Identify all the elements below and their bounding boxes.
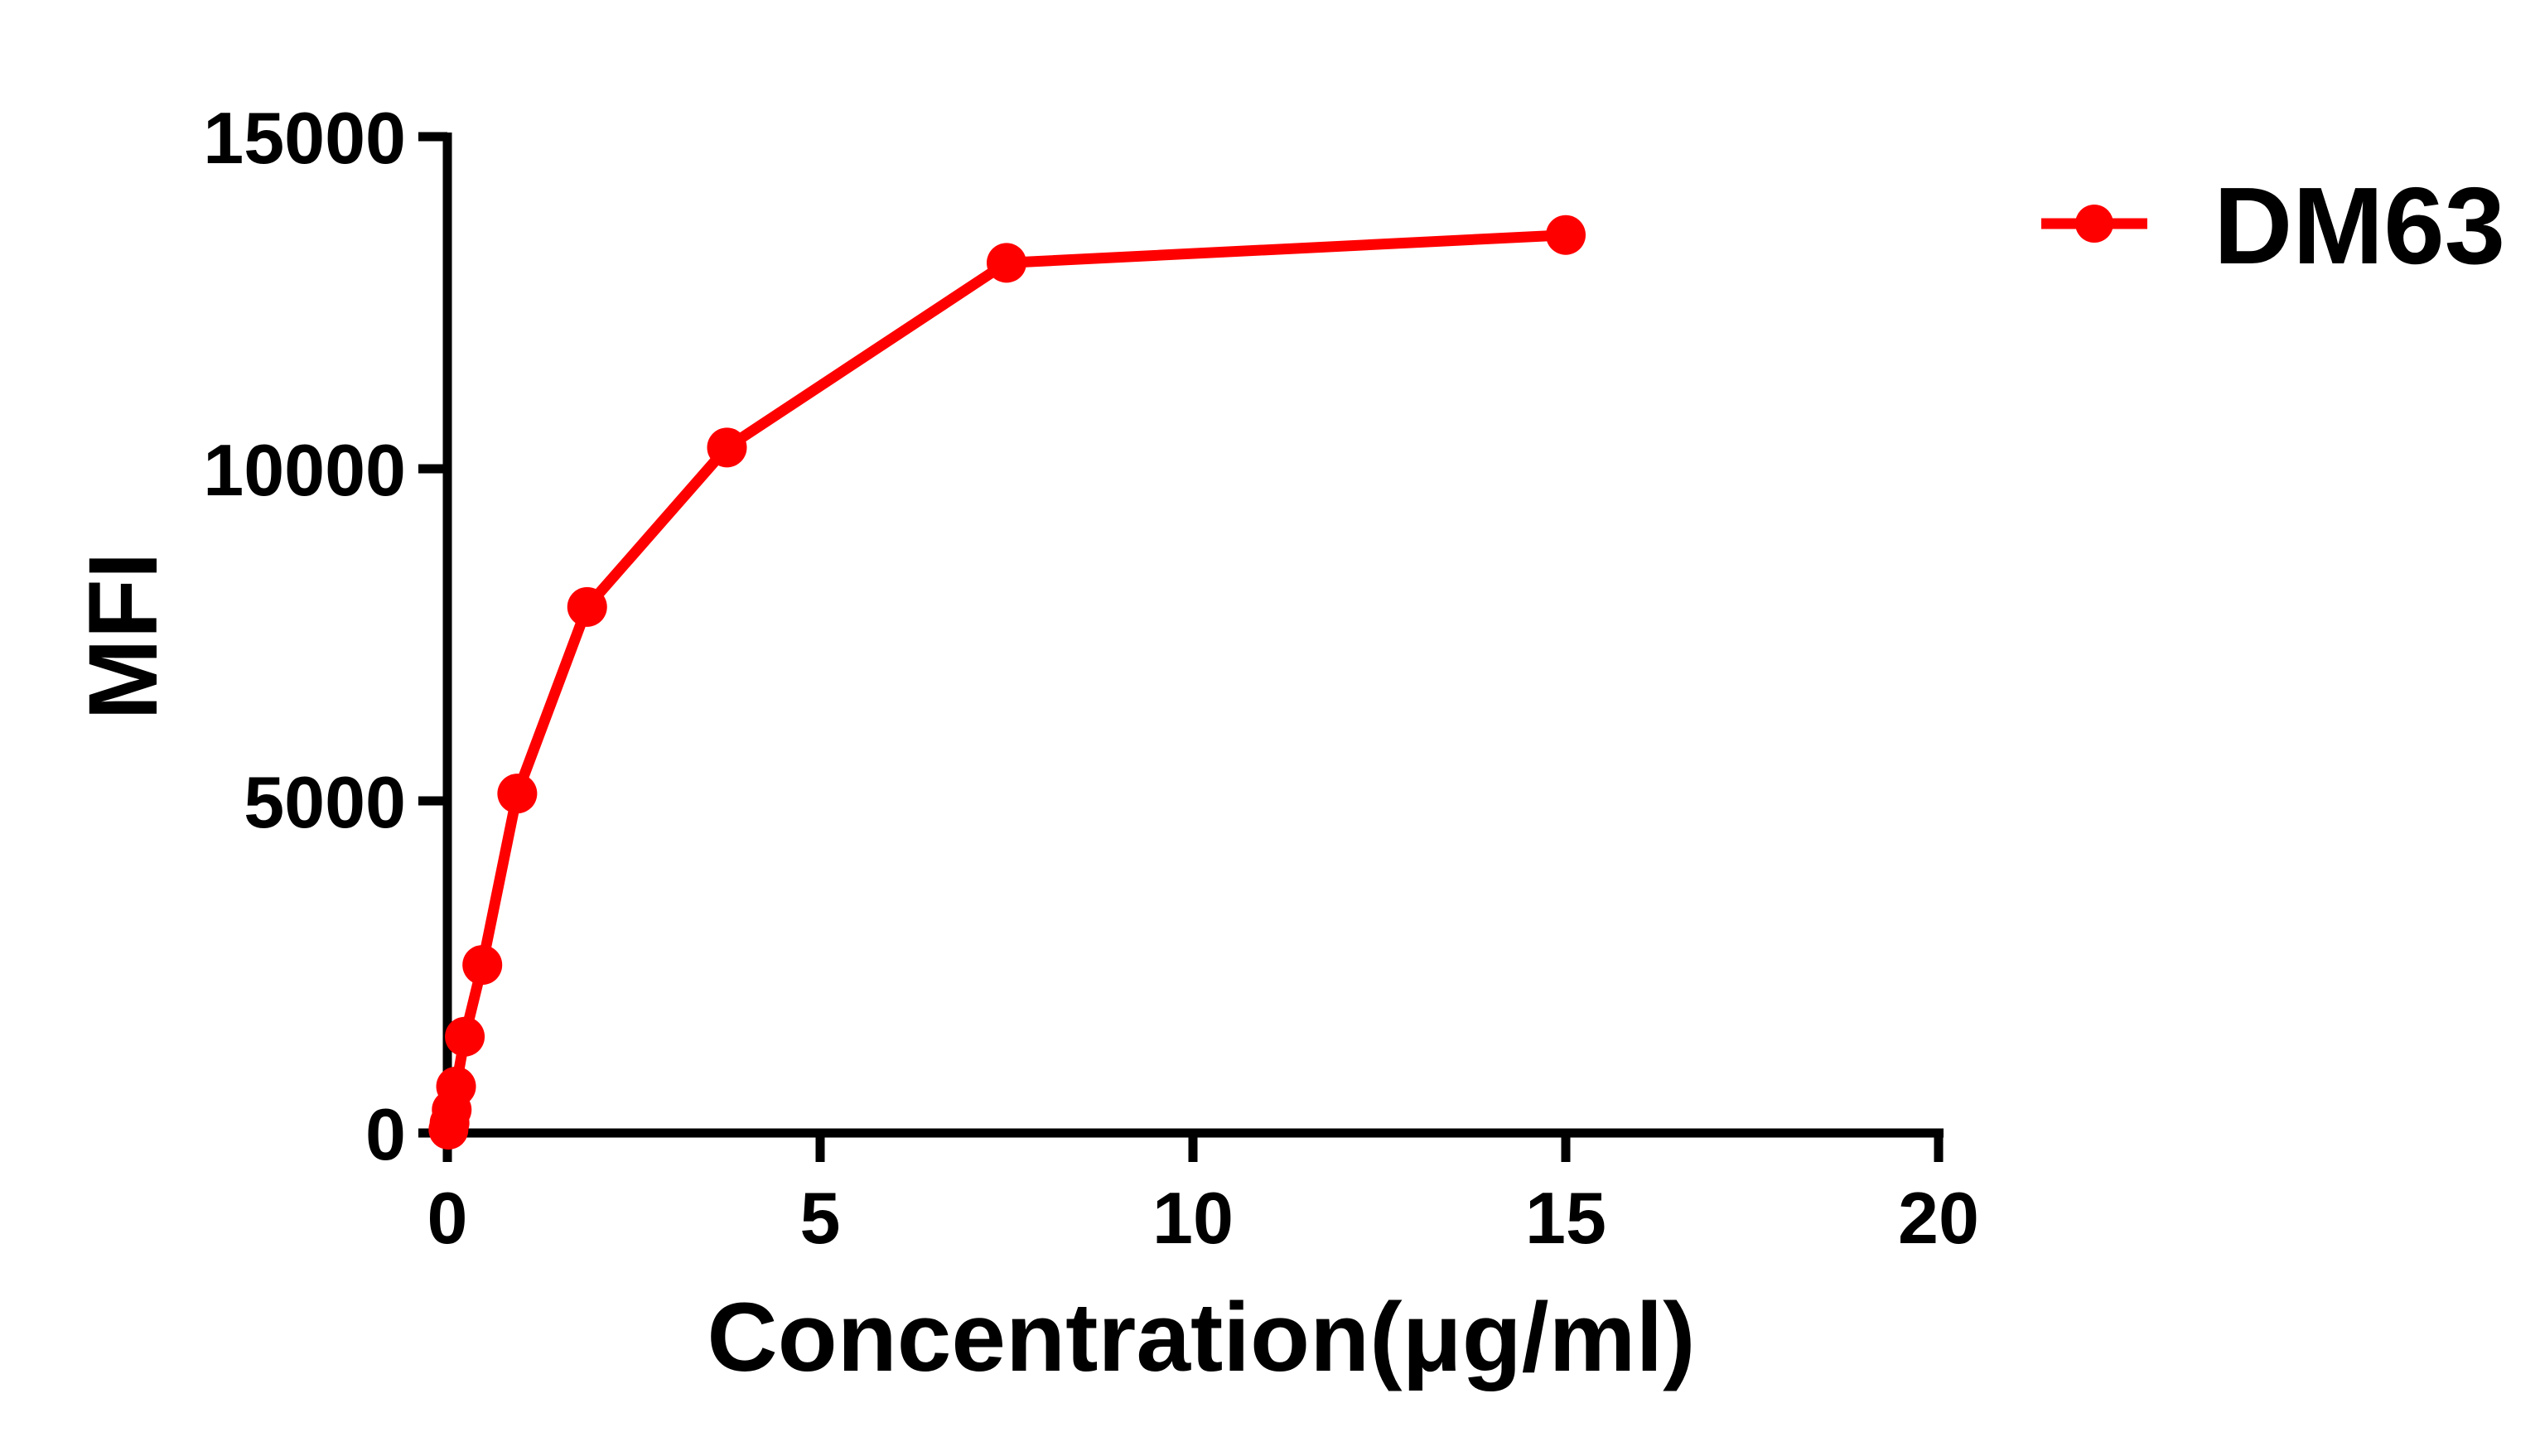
data-point-marker — [707, 427, 747, 468]
x-tick-label: 0 — [427, 1177, 468, 1259]
data-series — [428, 215, 1586, 1150]
legend-marker-icon — [2075, 205, 2113, 243]
data-point-marker — [436, 1066, 476, 1106]
y-ticks: 0 5000 10000 15000 — [203, 97, 447, 1175]
x-tick-label: 20 — [1898, 1177, 1979, 1259]
legend: DM63 — [2041, 165, 2505, 287]
x-tick-label: 15 — [1525, 1177, 1606, 1259]
axes: 0 5000 10000 15000 0 5 10 15 20 — [203, 97, 1979, 1259]
data-point-marker — [987, 243, 1026, 283]
legend-label: DM63 — [2214, 165, 2505, 287]
y-tick-label: 15000 — [203, 97, 406, 179]
y-tick-label: 10000 — [203, 429, 406, 511]
x-axis-title: Concentration(μg/ml) — [707, 1283, 1695, 1392]
y-tick-label: 5000 — [244, 761, 406, 843]
data-point-marker — [462, 945, 503, 986]
data-point-marker — [1546, 215, 1586, 255]
x-tick-label: 5 — [800, 1177, 841, 1259]
data-point-marker — [567, 586, 607, 627]
data-point-marker — [445, 1016, 485, 1057]
series-line — [442, 229, 1567, 1131]
x-ticks: 0 5 10 15 20 — [427, 1133, 1979, 1259]
data-point-marker — [497, 774, 538, 814]
y-tick-label: 0 — [365, 1093, 406, 1175]
y-axis-title: MFI — [69, 552, 178, 720]
x-tick-label: 10 — [1152, 1177, 1234, 1259]
